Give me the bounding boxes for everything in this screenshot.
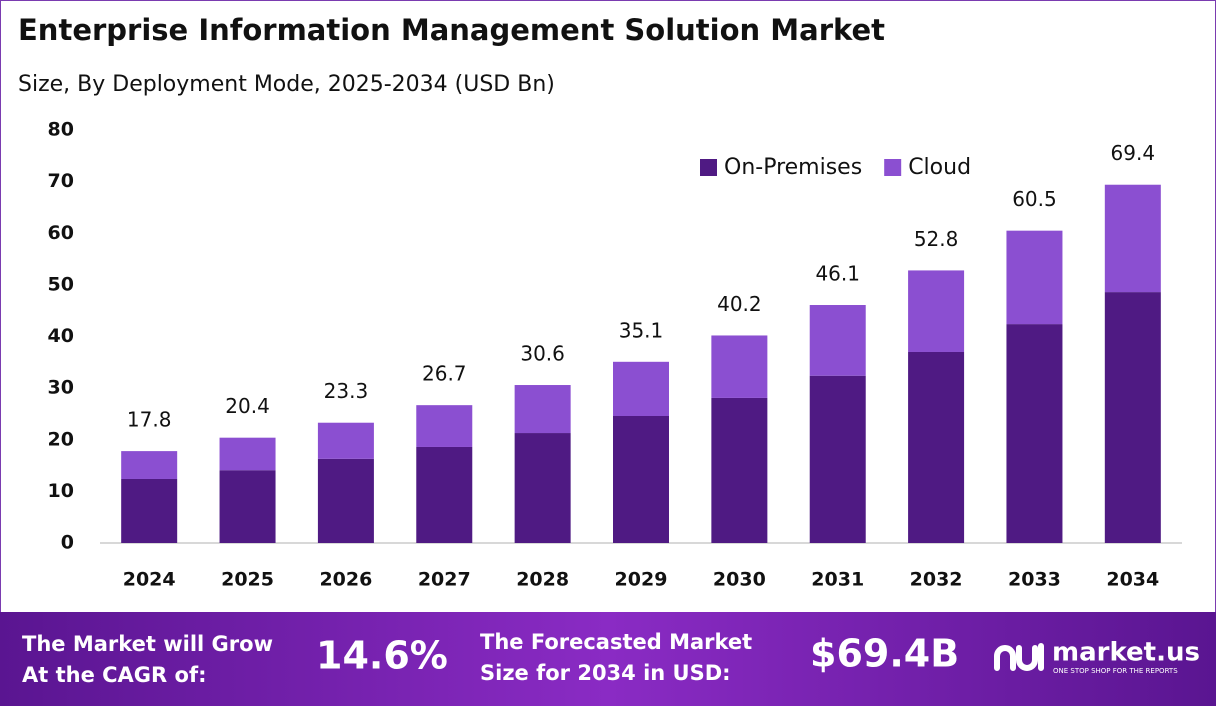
cagr-value: 14.6% bbox=[316, 634, 448, 678]
y-tick-label: 20 bbox=[48, 428, 74, 450]
y-tick-label: 40 bbox=[48, 325, 74, 347]
y-tick-label: 60 bbox=[48, 222, 74, 244]
legend-label: Cloud bbox=[908, 155, 971, 180]
x-tick-label: 2028 bbox=[516, 569, 569, 591]
bar-segment bbox=[514, 385, 571, 434]
total-label: 17.8 bbox=[127, 408, 172, 432]
brand-logo bbox=[994, 643, 1044, 671]
legend-swatch bbox=[700, 159, 717, 176]
legend-swatch bbox=[884, 159, 902, 176]
total-label: 69.4 bbox=[1111, 141, 1156, 165]
y-tick-label: 50 bbox=[48, 273, 74, 295]
bar-segment bbox=[1104, 292, 1161, 543]
bar-segment bbox=[809, 375, 866, 543]
total-label: 26.7 bbox=[422, 362, 467, 386]
bar-segment bbox=[1006, 324, 1063, 543]
size-label: Size for 2034 in USD: bbox=[480, 661, 731, 685]
bar-segment bbox=[908, 270, 965, 352]
size-value: $69.4B bbox=[810, 632, 959, 676]
y-tick-label: 70 bbox=[48, 170, 74, 192]
x-tick-label: 2029 bbox=[615, 569, 668, 591]
x-tick-label: 2030 bbox=[713, 569, 766, 591]
bar-segment bbox=[809, 305, 866, 376]
size-label: The Forecasted Market bbox=[480, 630, 752, 654]
total-label: 60.5 bbox=[1012, 187, 1057, 211]
x-tick-label: 2025 bbox=[221, 569, 274, 591]
y-tick-label: 10 bbox=[48, 480, 74, 502]
bar-segment bbox=[121, 478, 178, 543]
x-tick-label: 2034 bbox=[1106, 569, 1159, 591]
bar-segment bbox=[711, 397, 768, 543]
brand-name: market.us bbox=[1052, 638, 1200, 668]
x-tick-label: 2032 bbox=[910, 569, 963, 591]
x-tick-label: 2031 bbox=[811, 569, 864, 591]
y-tick-label: 80 bbox=[48, 119, 74, 141]
chart-subtitle: Size, By Deployment Mode, 2025-2034 (USD… bbox=[18, 72, 555, 97]
total-label: 46.1 bbox=[815, 262, 860, 286]
legend-label: On-Premises bbox=[724, 155, 862, 180]
bar-segment bbox=[219, 437, 276, 471]
bar-segment bbox=[908, 351, 965, 543]
total-label: 52.8 bbox=[914, 227, 959, 251]
brand-tagline: ONE STOP SHOP FOR THE REPORTS bbox=[1053, 667, 1178, 675]
x-tick-label: 2026 bbox=[319, 569, 372, 591]
total-label: 23.3 bbox=[324, 379, 369, 403]
total-label: 30.6 bbox=[520, 342, 565, 366]
bar-segment bbox=[219, 470, 276, 543]
bar-segment bbox=[613, 361, 669, 417]
bar-segment bbox=[711, 335, 768, 398]
bar-segment bbox=[121, 451, 178, 479]
x-tick-label: 2033 bbox=[1008, 569, 1061, 591]
bar-segment bbox=[613, 416, 669, 543]
bar-segment bbox=[416, 405, 473, 447]
bar-segment bbox=[317, 422, 374, 459]
bar-segment bbox=[514, 433, 571, 543]
chart-title: Enterprise Information Management Soluti… bbox=[18, 13, 885, 47]
bar-segment bbox=[1006, 230, 1063, 325]
total-label: 20.4 bbox=[225, 394, 270, 418]
total-label: 40.2 bbox=[717, 292, 762, 316]
cagr-label: The Market will Grow bbox=[22, 632, 273, 656]
bar-segment bbox=[416, 446, 473, 543]
cagr-label: At the CAGR of: bbox=[22, 663, 207, 687]
total-label: 35.1 bbox=[619, 318, 664, 342]
bar-segment bbox=[1104, 184, 1161, 293]
y-tick-label: 0 bbox=[61, 532, 74, 554]
x-tick-label: 2027 bbox=[418, 569, 471, 591]
x-tick-label: 2024 bbox=[123, 569, 176, 591]
y-tick-label: 30 bbox=[48, 377, 74, 399]
bar-segment bbox=[317, 458, 374, 543]
